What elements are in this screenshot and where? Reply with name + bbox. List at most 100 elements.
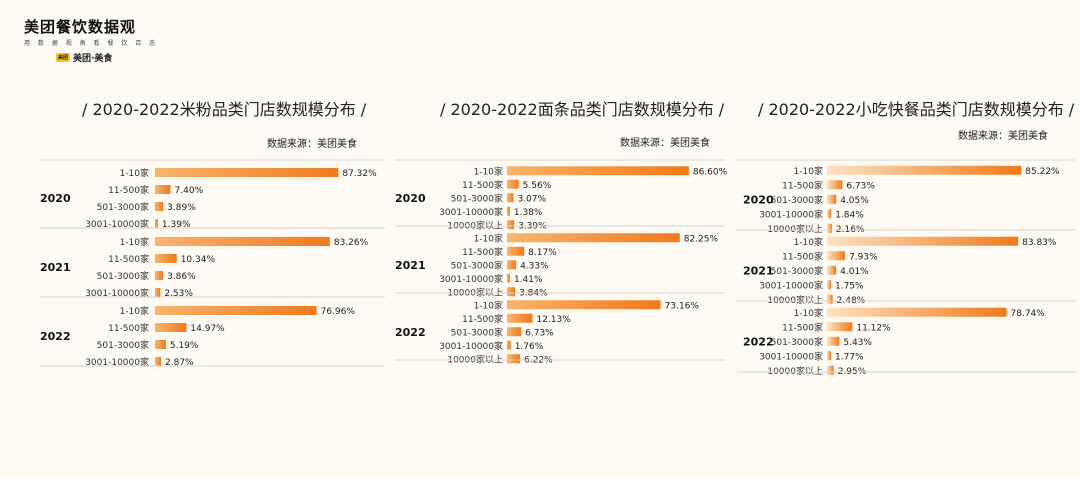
bar	[507, 206, 510, 216]
logo-brand-text: 美团·美食	[73, 54, 113, 64]
category-label: 501-3000家	[771, 336, 823, 348]
bar	[507, 313, 533, 323]
category-label: 1-10家	[474, 165, 503, 177]
category-label: 10000家以上	[767, 223, 823, 235]
category-label: 11-500家	[108, 322, 149, 334]
category-label: 501-3000家	[771, 265, 823, 277]
bar	[827, 351, 832, 361]
data-label: 7.93%	[849, 252, 878, 262]
bar	[827, 165, 1022, 175]
data-label: 1.77%	[835, 352, 864, 362]
year-label: 2020	[40, 192, 71, 205]
data-label: 83.83%	[1022, 238, 1057, 248]
bar	[827, 223, 832, 233]
category-label: 3001-10000家	[759, 208, 823, 220]
chart-noodle: 2020 1-10家 86.60% 11-500家 5.56% 501-3000家 3.07…	[395, 159, 728, 365]
category-label: 11-500家	[782, 321, 823, 333]
category-label: 3001-10000家	[439, 273, 503, 285]
year-label: 2022	[743, 335, 774, 348]
logo-title: 美团餐饮数据观	[24, 18, 137, 36]
year-label: 2021	[40, 261, 71, 274]
data-label: 87.32%	[342, 169, 377, 179]
bar	[155, 185, 171, 194]
bar	[827, 251, 846, 261]
data-label: 12.13%	[536, 315, 571, 325]
bar	[827, 265, 837, 275]
data-label: 2.53%	[164, 289, 193, 299]
data-label: 4.33%	[520, 261, 549, 271]
data-label: 4.01%	[840, 267, 869, 277]
category-label: 10000家以上	[447, 353, 503, 365]
bar	[155, 168, 339, 177]
bar	[507, 260, 517, 270]
bar	[507, 287, 516, 297]
data-label: 2.87%	[165, 358, 194, 368]
chart-source-noodle: 数据来源：美团美食	[620, 138, 710, 149]
bar	[827, 194, 837, 204]
category-label: 11-500家	[108, 184, 149, 196]
category-label: 501-3000家	[771, 194, 823, 206]
category-label: 501-3000家	[451, 192, 503, 204]
data-label: 1.39%	[162, 220, 191, 230]
category-label: 1-10家	[794, 165, 823, 177]
category-label: 3001-10000家	[759, 279, 823, 291]
category-label: 11-500家	[108, 253, 149, 265]
bar	[507, 166, 689, 176]
data-label: 1.41%	[514, 275, 543, 285]
category-label: 10000家以上	[767, 365, 823, 377]
bar	[155, 340, 166, 349]
data-label: 1.75%	[835, 281, 864, 291]
chart-rice-noodle: 2020 1-10家 87.32% 11-500家 7.40% 501-3000家 3.89…	[40, 159, 385, 368]
bar	[827, 236, 1019, 246]
data-label: 76.96%	[321, 307, 356, 317]
category-label: 1-10家	[794, 307, 823, 319]
data-label: 11.12%	[856, 323, 891, 333]
category-label: 501-3000家	[451, 259, 503, 271]
year-label: 2020	[743, 193, 774, 206]
logo-brand: 美团 美团·美食	[56, 51, 158, 64]
category-label: 11-500家	[462, 313, 503, 325]
data-label: 5.56%	[523, 181, 552, 191]
category-label: 3001-10000家	[439, 206, 503, 218]
meituan-badge-icon: 美团	[56, 53, 71, 62]
data-label: 1.38%	[514, 208, 543, 218]
category-label: 1-10家	[120, 305, 149, 317]
category-label: 3001-10000家	[439, 340, 503, 352]
bar	[827, 365, 834, 375]
bar	[827, 294, 833, 304]
data-label: 85.22%	[1025, 167, 1060, 177]
bar	[507, 246, 525, 256]
logo-subtitle: 用 数 据 视 角 看 餐 饮 百 态	[24, 40, 159, 47]
category-label: 1-10家	[120, 236, 149, 248]
data-label: 5.19%	[170, 341, 199, 351]
chart-snack: 2020 1-10家 85.22% 11-500家 6.73% 501-3000家 4.05…	[737, 159, 1075, 377]
data-label: 1.84%	[835, 210, 864, 220]
year-label: 2020	[395, 192, 426, 205]
bar	[507, 273, 510, 283]
category-label: 3001-10000家	[85, 356, 149, 368]
category-label: 501-3000家	[97, 201, 149, 213]
bar	[827, 209, 832, 219]
data-label: 3.86%	[167, 272, 196, 282]
bar	[827, 280, 831, 290]
category-label: 1-10家	[120, 167, 149, 179]
data-label: 1.76%	[515, 342, 544, 352]
data-label: 83.26%	[334, 238, 369, 248]
category-label: 10000家以上	[767, 294, 823, 306]
data-label: 14.97%	[190, 324, 225, 334]
bar	[507, 193, 514, 203]
category-label: 501-3000家	[97, 339, 149, 351]
data-label: 82.25%	[684, 234, 719, 244]
bar	[155, 219, 158, 228]
bar	[827, 307, 1007, 317]
bar	[155, 323, 187, 332]
chart-source-rice-noodle: 数据来源：美团美食	[267, 139, 357, 150]
year-label: 2021	[395, 259, 426, 272]
data-label: 73.16%	[665, 301, 700, 311]
data-label: 78.74%	[1011, 309, 1046, 319]
data-label: 7.40%	[175, 186, 204, 196]
data-label: 3.07%	[517, 194, 546, 204]
data-label: 3.89%	[167, 203, 196, 213]
bar	[507, 233, 680, 243]
category-label: 11-500家	[782, 250, 823, 262]
